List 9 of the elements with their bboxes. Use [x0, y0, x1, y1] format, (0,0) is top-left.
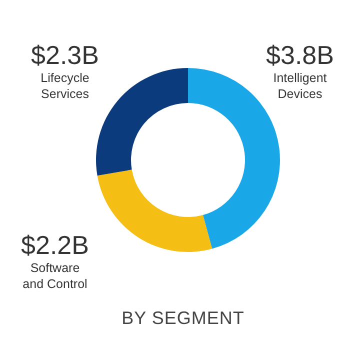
text: BY SEGMENT [120, 308, 246, 329]
data-label: $2.3B [31, 40, 99, 70]
data-label: $3.8B [266, 40, 334, 70]
donut-slice [97, 170, 212, 252]
slice-label: Software and Control [22, 260, 88, 292]
slice-label: Intelligent Devices [272, 70, 328, 102]
data-label: $2.2B [21, 230, 89, 260]
donut-slice [96, 68, 188, 176]
slice-label: Lifecycle Services [40, 70, 90, 102]
